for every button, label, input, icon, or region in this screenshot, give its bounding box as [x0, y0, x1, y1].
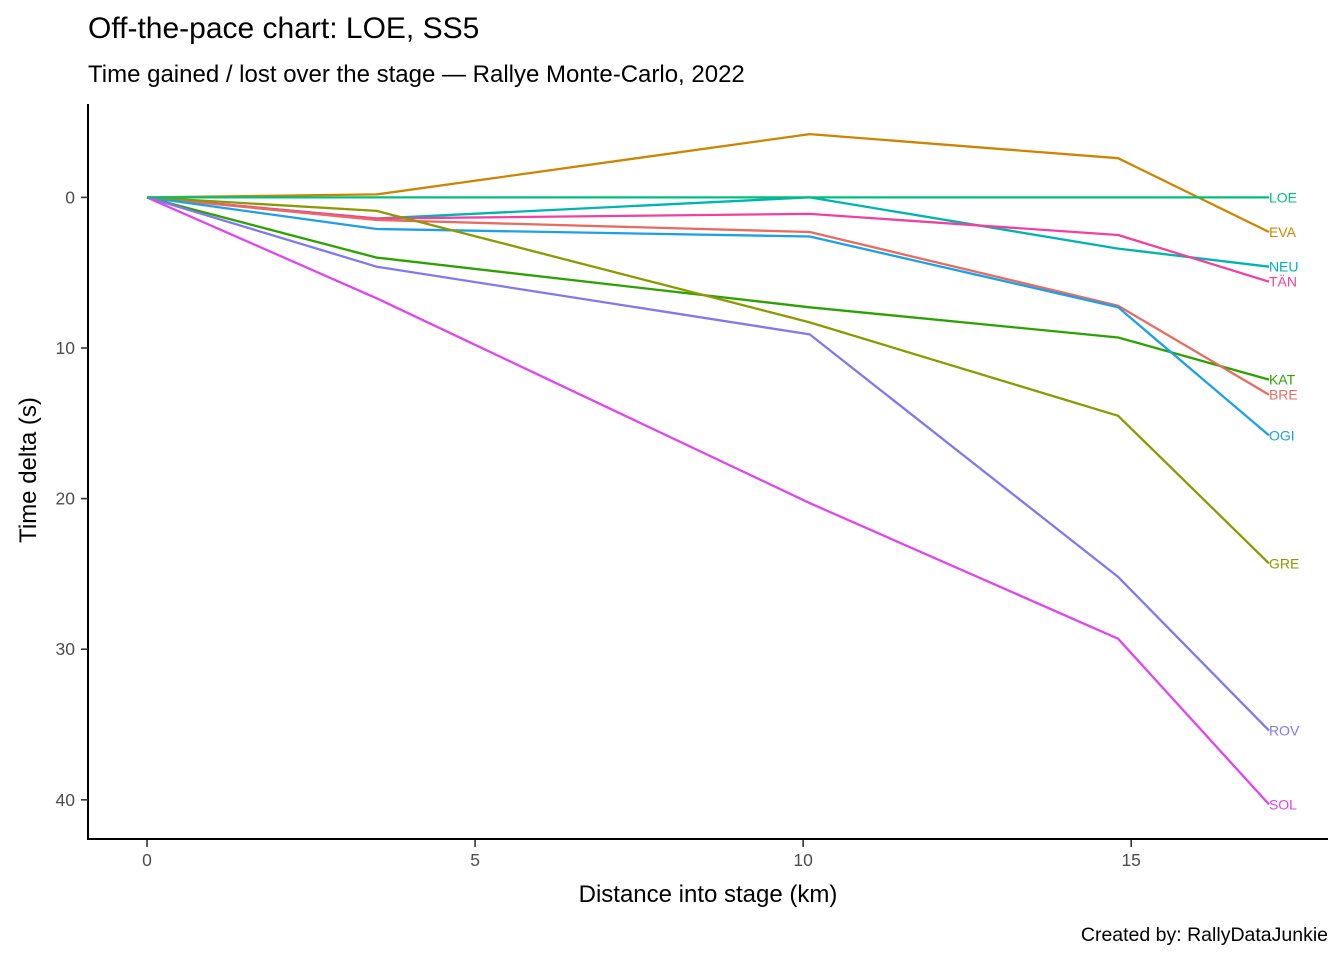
x-axis-ticks: 0 5 10 15: [142, 840, 1141, 870]
series-label-bre: BRE: [1269, 387, 1298, 403]
y-tick-label: 30: [56, 639, 76, 659]
series-label-kat: KAT: [1269, 372, 1296, 388]
chart-subtitle: Time gained / lost over the stage — Rall…: [88, 61, 745, 88]
x-tick-label: 5: [470, 850, 480, 870]
series-label-neu: NEU: [1269, 259, 1299, 275]
series-line-kat: [146, 196, 1270, 381]
series-line-ogi: [146, 196, 1270, 437]
series-label-sol: SOL: [1269, 796, 1297, 812]
chart-title: Off-the-pace chart: LOE, SS5: [88, 12, 479, 45]
series-line-gre: [146, 196, 1270, 565]
x-tick-label: 0: [142, 850, 152, 870]
y-axis-ticks: 0 10 20 30 40: [56, 187, 88, 810]
series-line-rov: [146, 196, 1270, 732]
series-line-eva: [146, 132, 1270, 234]
x-tick-label: 10: [793, 850, 813, 870]
y-tick-label: 10: [56, 338, 76, 358]
x-tick-label: 15: [1121, 850, 1140, 870]
series-line-sol: [146, 196, 1270, 806]
y-tick-label: 0: [65, 187, 75, 207]
y-tick-label: 20: [56, 489, 76, 509]
y-axis-title: Time delta (s): [15, 397, 42, 543]
series-label-tan: TÄN: [1269, 274, 1297, 290]
series-line-tan: [146, 196, 1270, 283]
series-label-eva: EVA: [1269, 224, 1297, 240]
chart-caption: Created by: RallyDataJunkie: [1081, 924, 1328, 946]
series-label-gre: GRE: [1269, 555, 1299, 571]
x-axis-title: Distance into stage (km): [579, 881, 838, 908]
series-line-bre: [146, 196, 1270, 396]
series-label-rov: ROV: [1269, 723, 1300, 739]
y-tick-label: 40: [56, 790, 76, 810]
series-label-ogi: OGI: [1269, 427, 1295, 443]
series-lines: [146, 132, 1270, 806]
series-label-loe: LOE: [1269, 189, 1297, 205]
